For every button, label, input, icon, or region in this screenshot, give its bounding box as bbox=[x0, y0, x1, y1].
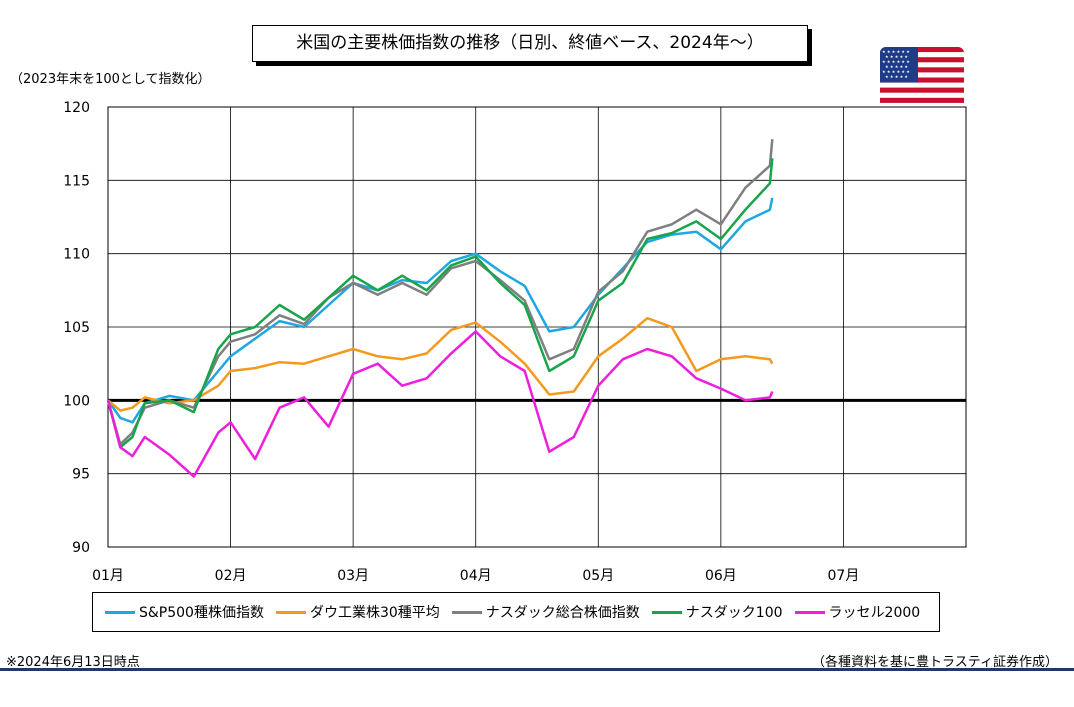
source-note: （各種資料を基に豊トラスティ証券作成） bbox=[812, 655, 1058, 670]
legend-label: ダウ工業株30種平均 bbox=[309, 605, 440, 621]
series-line-2 bbox=[106, 139, 774, 446]
legend: S&P500種株価指数 ダウ工業株30種平均 ナスダック総合株価指数 ナスダック100… bbox=[92, 592, 940, 632]
bottom-divider bbox=[0, 668, 1074, 671]
y-tick-label: 115 bbox=[63, 173, 90, 189]
legend-swatch bbox=[105, 610, 135, 614]
y-tick-label: 100 bbox=[63, 393, 90, 409]
legend-label: ナスダック100 bbox=[685, 605, 783, 621]
y-unit-label: （2023年末を100として指数化） bbox=[10, 72, 211, 87]
x-tick-label: 06月 bbox=[705, 568, 737, 584]
y-tick-label: 110 bbox=[63, 247, 90, 263]
series-line-4 bbox=[106, 330, 774, 478]
legend-swatch bbox=[275, 610, 306, 614]
series-line-3 bbox=[106, 158, 774, 449]
svg-text:★ ★ ★ ★ ★ ★: ★ ★ ★ ★ ★ ★ bbox=[882, 49, 910, 54]
legend-swatch bbox=[651, 610, 682, 614]
legend-label: ラッセル2000 bbox=[828, 605, 921, 621]
svg-text:★ ★ ★ ★ ★: ★ ★ ★ ★ ★ bbox=[885, 54, 908, 59]
svg-text:★ ★ ★ ★ ★ ★: ★ ★ ★ ★ ★ ★ bbox=[882, 69, 910, 74]
svg-text:★ ★ ★ ★ ★ ★: ★ ★ ★ ★ ★ ★ bbox=[882, 59, 910, 64]
legend-item: ラッセル2000 bbox=[794, 602, 921, 622]
svg-text:★ ★ ★ ★ ★: ★ ★ ★ ★ ★ bbox=[885, 64, 908, 69]
legend-swatch bbox=[451, 610, 482, 614]
legend-label: S&P500種株価指数 bbox=[139, 605, 264, 621]
legend-swatch bbox=[794, 610, 825, 614]
x-tick-label: 05月 bbox=[582, 568, 614, 584]
y-tick-label: 120 bbox=[63, 100, 90, 116]
x-tick-label: 03月 bbox=[337, 568, 369, 584]
x-tick-label: 01月 bbox=[92, 568, 124, 584]
series-line-1 bbox=[107, 316, 774, 412]
legend-item: ナスダック100 bbox=[651, 602, 783, 622]
svg-text:★ ★ ★ ★ ★: ★ ★ ★ ★ ★ bbox=[885, 74, 908, 79]
x-tick-label: 07月 bbox=[828, 568, 860, 584]
y-tick-label: 95 bbox=[72, 467, 90, 483]
legend-item: ダウ工業株30種平均 bbox=[275, 602, 440, 622]
chart-title: 米国の主要株価指数の推移（日別、終値ベース、2024年～） bbox=[252, 25, 808, 62]
y-tick-label: 105 bbox=[63, 320, 90, 336]
as-of-note: ※2024年6月13日時点 bbox=[6, 655, 140, 670]
legend-label: ナスダック総合株価指数 bbox=[485, 605, 640, 621]
x-tick-label: 04月 bbox=[460, 568, 492, 584]
legend-item: ナスダック総合株価指数 bbox=[451, 602, 640, 622]
y-tick-label: 90 bbox=[72, 540, 90, 556]
legend-item: S&P500種株価指数 bbox=[105, 602, 264, 622]
x-tick-label: 02月 bbox=[215, 568, 247, 584]
